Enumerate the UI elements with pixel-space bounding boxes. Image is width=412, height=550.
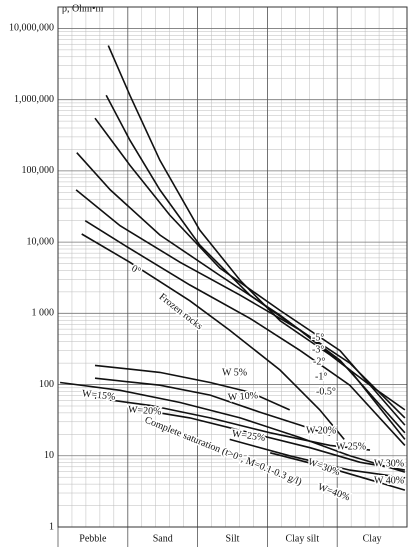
curve-label: W=30% — [306, 457, 341, 479]
curve-label: -0.5° — [316, 386, 336, 397]
curve — [76, 152, 406, 434]
curve-label: W 5% — [222, 367, 247, 378]
curve — [75, 189, 406, 440]
curve — [94, 397, 371, 451]
curve-label: -5° — [312, 332, 324, 343]
annotation: W 30% — [374, 458, 404, 469]
y-tick-label: 1 — [49, 521, 54, 532]
curve-label: 0° — [129, 263, 142, 277]
curve-label: W 10% — [228, 390, 259, 403]
x-tick-label: Pebble — [79, 533, 107, 544]
y-tick-label: 10,000,000 — [9, 23, 54, 34]
curve — [94, 364, 291, 411]
curve — [107, 45, 406, 411]
y-axis-label: ρ, Ohm•m — [62, 3, 103, 14]
curve — [81, 233, 345, 440]
y-tick-label: 100,000 — [22, 165, 55, 176]
plot-frame — [57, 6, 408, 528]
y-tick-label: 1 000 — [32, 308, 55, 319]
curve — [270, 452, 406, 491]
x-tick-label: Clay — [363, 533, 382, 544]
curve — [105, 94, 406, 419]
curve-label: W=40% — [316, 482, 351, 504]
x-tick-label: Sand — [153, 533, 173, 544]
y-tick-label: 1,000,000 — [14, 94, 54, 105]
annotation: W 25% — [336, 441, 366, 452]
curve-label: -1° — [315, 371, 327, 382]
y-tick-label: 100 — [39, 379, 54, 390]
curve — [94, 117, 406, 426]
curve — [229, 438, 406, 479]
y-tick-label: 10 — [44, 450, 54, 461]
curve-label: -2° — [313, 356, 325, 367]
annotation: W 20% — [306, 425, 336, 436]
x-tick-label: Silt — [226, 533, 240, 544]
y-tick-label: 10,000 — [27, 236, 55, 247]
curve — [84, 220, 406, 446]
curve-label: -3° — [312, 344, 324, 355]
curve — [94, 377, 331, 436]
x-tick-label: Clay silt — [285, 533, 319, 544]
curve-label: W=15% — [81, 388, 115, 402]
curve — [59, 381, 406, 473]
curve-label: W=20% — [128, 404, 162, 417]
curve — [129, 407, 406, 471]
annotation: W 40% — [374, 475, 404, 486]
